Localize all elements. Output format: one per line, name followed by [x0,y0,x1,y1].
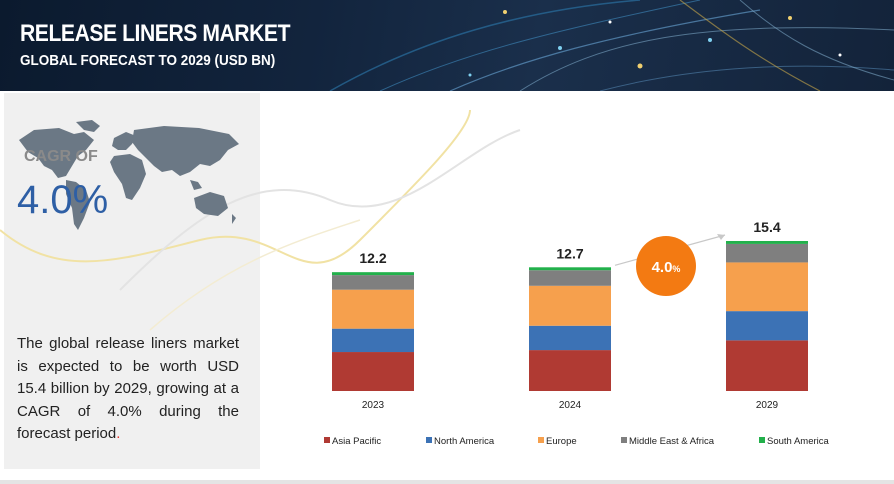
bar-segment-europe-2029 [726,262,808,312]
bar-segment-south-america-2029 [726,241,808,244]
legend-label-asia-pacific: Asia Pacific [332,436,381,447]
cagr-value: 4.0% [17,178,109,222]
legend-label-europe: Europe [546,436,577,447]
light-trails-decoration [329,0,894,91]
bar-segment-south-america-2024 [529,267,611,271]
bottom-divider [0,480,894,484]
cagr-badge [636,236,696,296]
bar-segment-north-america-2029 [726,311,808,341]
description-end: . [116,425,121,442]
market-description: The global release liners market is expe… [17,333,239,446]
growth-arrow-head [717,234,725,240]
x-tick-label-2029: 2029 [756,400,779,411]
bar-segment-middle-east-africa-2029 [726,243,808,263]
world-map-icon [19,120,239,230]
legend-label-south-america: South America [767,436,829,447]
x-tick-label-2024: 2024 [559,400,582,411]
page-subtitle: GLOBAL FORECAST TO 2029 (USD BN) [20,52,276,69]
legend-swatch-middle-east-africa [621,437,627,443]
cagr-badge-label: 4.0% [652,259,681,276]
bar-segment-asia-pacific-2023 [332,352,414,391]
legend-label-middle-east-africa: Middle East & Africa [629,436,715,447]
x-tick-label-2023: 2023 [362,400,385,411]
total-label-2029: 15.4 [753,219,780,235]
bar-segment-asia-pacific-2029 [726,340,808,391]
total-label-2023: 12.2 [359,250,386,266]
cagr-badge-unit: % [672,264,680,274]
bar-segment-north-america-2024 [529,325,611,351]
bar-segment-north-america-2023 [332,328,414,353]
legend-label-north-america: North America [434,436,495,447]
bar-segment-south-america-2023 [332,272,414,276]
description-text: The global release liners market is expe… [17,335,239,442]
bar-segment-middle-east-africa-2024 [529,270,611,286]
total-label-2024: 12.7 [556,245,583,261]
legend-swatch-asia-pacific [324,437,330,443]
page-title: RELEASE LINERS MARKET [20,20,291,47]
bar-segment-europe-2024 [529,285,611,326]
bar-segment-middle-east-africa-2023 [332,275,414,290]
legend-swatch-south-america [759,437,765,443]
cagr-label: CAGR OF [24,148,98,165]
bar-segment-europe-2023 [332,289,414,329]
bar-segment-asia-pacific-2024 [529,350,611,391]
legend-swatch-north-america [426,437,432,443]
legend-swatch-europe [538,437,544,443]
cagr-badge-number: 4.0 [652,259,673,276]
header-banner: RELEASE LINERS MARKET GLOBAL FORECAST TO… [0,0,894,91]
